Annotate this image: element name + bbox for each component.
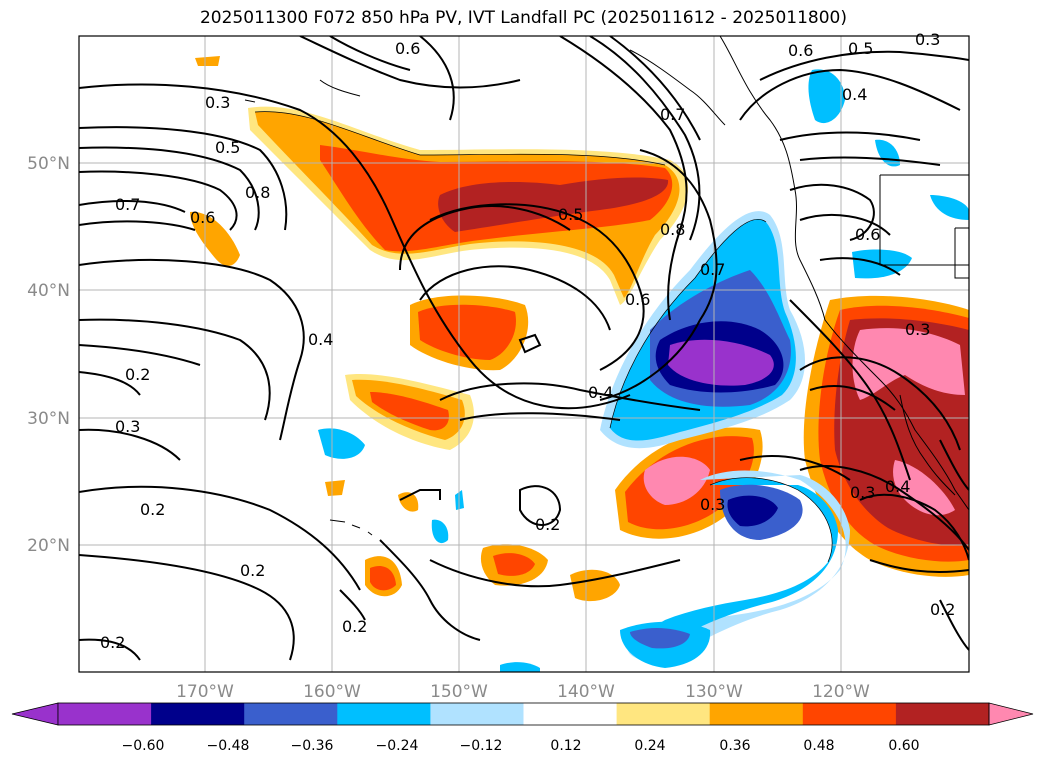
contour-label: 0.4 xyxy=(885,477,910,496)
colorbar-segment xyxy=(709,703,804,725)
colorbar-tick-label: 0.60 xyxy=(888,738,919,754)
colorbar-segment xyxy=(616,703,711,725)
contour-label: 0.6 xyxy=(788,41,813,60)
contour-label: 0.7 xyxy=(660,105,685,124)
colorbar-tick-label: −0.12 xyxy=(460,738,503,754)
colorbar-segment xyxy=(523,703,618,725)
colorbar-tick-label: −0.60 xyxy=(122,738,165,754)
lat-label: 50°N xyxy=(27,154,70,174)
contour-label: 0.4 xyxy=(842,85,867,104)
shading-outlines xyxy=(254,111,833,563)
contour-label: 0.4 xyxy=(308,330,333,349)
negative-anomaly-south xyxy=(620,470,850,668)
contour-label: 0.3 xyxy=(905,320,930,339)
map-title: 2025011300 F072 850 hPa PV, IVT Landfall… xyxy=(199,8,847,28)
lat-axis: 50°N 40°N 30°N 20°N xyxy=(27,154,70,556)
colorbar-extend-min xyxy=(11,702,59,726)
contour-label: 0.2 xyxy=(140,500,165,519)
colorbar-tick-label: 0.12 xyxy=(550,738,581,754)
contour-label: 0.5 xyxy=(558,205,583,224)
colorbar-tick-label: −0.48 xyxy=(207,738,250,754)
contour-label: 0.6 xyxy=(395,39,420,58)
colorbar-segment xyxy=(895,703,990,725)
contour-label: 0.5 xyxy=(848,39,873,58)
lon-label: 140°W xyxy=(557,682,615,702)
contour-label: 0.2 xyxy=(125,365,150,384)
lon-label: 160°W xyxy=(303,682,361,702)
lon-label: 150°W xyxy=(430,682,488,702)
contour-label: 0.2 xyxy=(240,561,265,580)
negative-anomaly-north xyxy=(318,69,969,672)
contour-label: 0.3 xyxy=(850,483,875,502)
colorbar-segment xyxy=(337,703,431,725)
contour-label: 0.5 xyxy=(215,138,240,157)
contour-label: 0.7 xyxy=(700,260,725,279)
contour-label: 0.6 xyxy=(625,290,650,309)
contour-label: 0.2 xyxy=(930,600,955,619)
negative-anomaly-main xyxy=(600,211,805,449)
contour-label: 0.3 xyxy=(205,93,230,112)
positive-anomaly-jet xyxy=(248,106,689,305)
colorbar-tick-label: 0.48 xyxy=(803,738,834,754)
lon-label: 130°W xyxy=(685,682,743,702)
colorbar-tick-label: 0.24 xyxy=(634,738,665,754)
pv-contours xyxy=(79,36,969,661)
contour-label: 0.4 xyxy=(588,383,613,402)
colorbar-segment xyxy=(430,703,524,725)
contour-label: 0.2 xyxy=(535,515,560,534)
contour-label: 0.6 xyxy=(855,225,880,244)
colorbar: −0.60 −0.48 −0.36 −0.24 −0.12 0.12 0.24 … xyxy=(11,702,1034,754)
colorbar-segment xyxy=(58,703,152,725)
contour-label: 0.6 xyxy=(190,208,215,227)
colorbar-tick-label: −0.36 xyxy=(291,738,334,754)
colorbar-tick-label: −0.24 xyxy=(376,738,419,754)
lat-label: 40°N xyxy=(27,281,70,301)
colorbar-ticks: −0.60 −0.48 −0.36 −0.24 −0.12 0.12 0.24 … xyxy=(122,738,920,754)
contour-label: 0.8 xyxy=(660,220,685,239)
contour-label: 0.3 xyxy=(115,417,140,436)
colorbar-tick-label: 0.36 xyxy=(719,738,750,754)
contour-label: 0.3 xyxy=(915,30,940,49)
contour-label: 0.3 xyxy=(700,495,725,514)
contour-label: 0.2 xyxy=(100,633,125,652)
lon-label: 120°W xyxy=(812,682,870,702)
lat-label: 30°N xyxy=(27,409,70,429)
colorbar-frame xyxy=(57,702,990,726)
lon-label: 170°W xyxy=(176,682,234,702)
positive-anomaly-mid xyxy=(190,56,529,450)
lon-axis: 170°W 160°W 150°W 140°W 130°W 120°W xyxy=(176,682,870,702)
contour-label: 0.7 xyxy=(115,195,140,214)
map-frame xyxy=(78,35,970,673)
colorbar-extend-max xyxy=(988,702,1034,726)
colorbar-segment xyxy=(802,703,897,725)
colorbar-segment xyxy=(244,703,338,725)
contour-labels: 0.3 0.5 0.8 0.7 0.6 0.4 0.2 0.3 0.2 0.2 … xyxy=(100,30,955,652)
colorbar-segments xyxy=(11,702,1034,726)
contour-label: 0.8 xyxy=(245,183,270,202)
colorbar-segment xyxy=(151,703,245,725)
lat-label: 20°N xyxy=(27,536,70,556)
contour-label: 0.2 xyxy=(342,617,367,636)
